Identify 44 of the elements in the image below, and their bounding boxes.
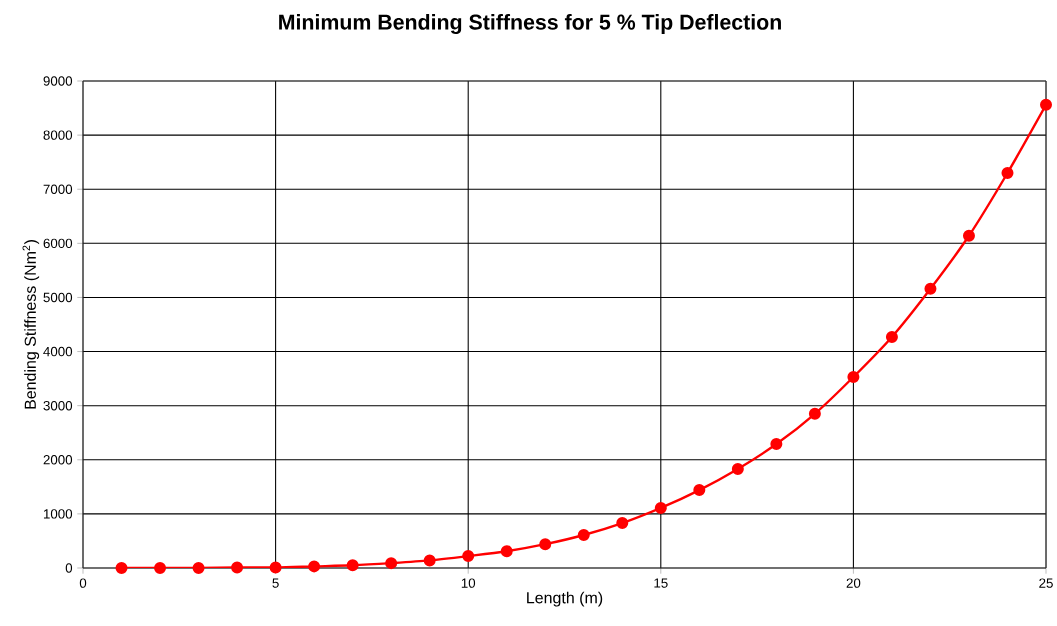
point bbox=[1001, 167, 1014, 179]
y-tick-label: 1000 bbox=[43, 509, 73, 519]
point bbox=[500, 545, 513, 558]
y-tick-label: 8000 bbox=[43, 130, 73, 140]
point bbox=[847, 370, 860, 383]
y-tick-label: 5000 bbox=[43, 292, 73, 303]
point bbox=[231, 561, 244, 574]
point bbox=[616, 517, 629, 530]
point bbox=[192, 562, 205, 574]
point bbox=[731, 462, 744, 475]
x-tick-label: 5 bbox=[272, 578, 279, 588]
point bbox=[885, 330, 898, 343]
point bbox=[577, 528, 590, 541]
point bbox=[924, 282, 937, 295]
y-tick-label: 3000 bbox=[43, 400, 73, 411]
y-tick-label: 4000 bbox=[43, 346, 73, 357]
point bbox=[693, 484, 706, 497]
y-axis-title: Bending Stiffness (Nm$^{2}$) bbox=[22, 240, 40, 409]
point bbox=[1040, 98, 1053, 111]
point bbox=[462, 550, 475, 563]
point bbox=[654, 501, 667, 514]
point bbox=[269, 561, 282, 574]
point bbox=[115, 562, 128, 574]
y-tick-label: 0 bbox=[65, 563, 73, 573]
y-tick-label: 2000 bbox=[43, 455, 73, 465]
y-tick-label: 9000 bbox=[43, 76, 73, 86]
point bbox=[346, 559, 359, 572]
point bbox=[770, 438, 783, 451]
point bbox=[539, 538, 552, 551]
x-tick-label: 20 bbox=[846, 578, 861, 588]
point bbox=[154, 562, 167, 574]
x-axis-title: Length (m) bbox=[527, 591, 603, 607]
y-tick-label: 6000 bbox=[43, 238, 73, 249]
point bbox=[808, 407, 821, 420]
x-tick-label: 0 bbox=[79, 578, 87, 588]
x-tick-label: 25 bbox=[1039, 578, 1053, 588]
x-tick-label: 10 bbox=[461, 578, 476, 588]
point bbox=[423, 554, 436, 567]
x-tick-label: 15 bbox=[654, 578, 668, 588]
point bbox=[385, 557, 398, 570]
point bbox=[962, 229, 975, 242]
point bbox=[308, 560, 321, 573]
y-tick-label: 7000 bbox=[43, 184, 73, 194]
chart-title: Minimum Bending Stiffness for 5 % Tip Deflection bbox=[279, 14, 781, 34]
